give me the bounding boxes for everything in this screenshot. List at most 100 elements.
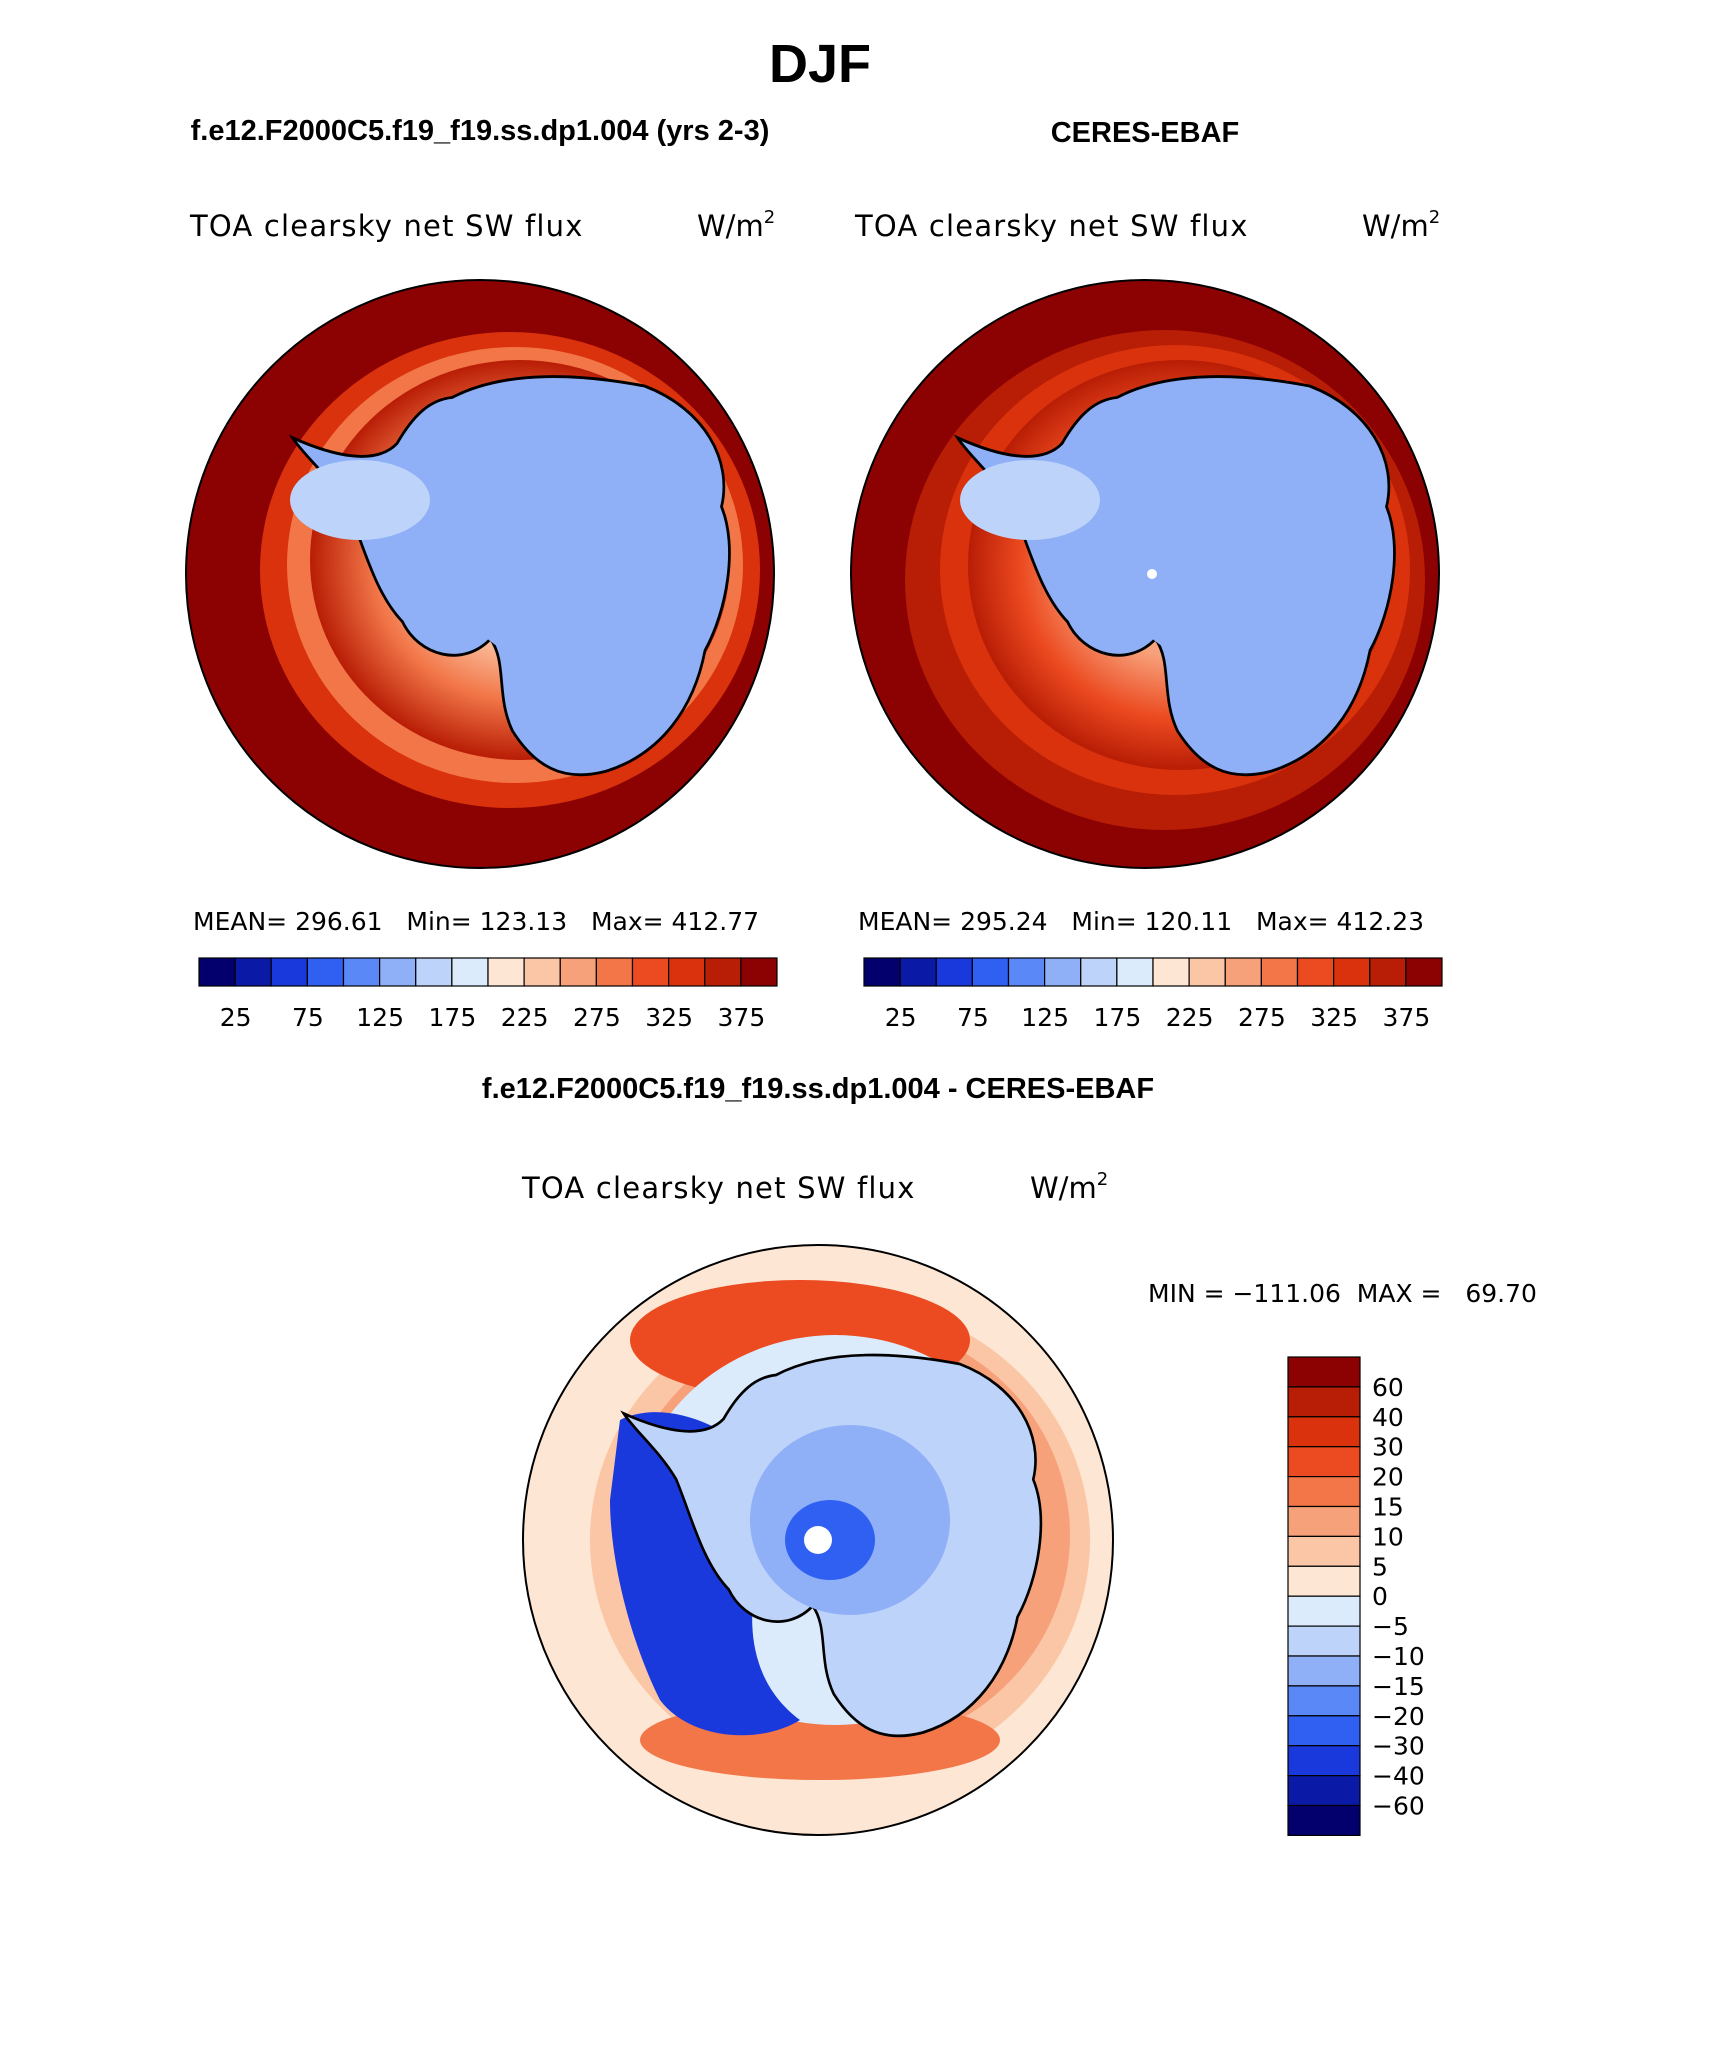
diff-polar-map [523,1245,1113,1835]
diff-colorbar-swatch [1287,1595,1361,1627]
diff-colorbar-label: −20 [1372,1702,1425,1731]
obs-polar-map [851,280,1439,868]
model-colorbar-label: 175 [429,1003,477,1032]
diff-variable-label: TOA clearsky net SW flux [521,1171,916,1205]
diff-colorbar-label: 30 [1372,1433,1404,1462]
model-colorbar-label: 375 [718,1003,766,1032]
model-colorbar-swatch [487,957,525,987]
diff-colorbar-swatch [1287,1475,1361,1508]
model-colorbar-label: 325 [645,1003,693,1032]
obs-peninsula-light [960,460,1100,540]
obs-heading: CERES-EBAF [1051,117,1240,149]
model-colorbar: 25 75 125 175 225 275 325 375 [198,957,778,1032]
obs-variable-label: TOA clearsky net SW flux [854,209,1249,243]
obs-pole-gap [1147,569,1157,579]
model-polar-map [186,280,774,868]
model-units-label: W/m2 [697,207,775,243]
obs-colorbar-swatch [1260,957,1299,987]
obs-colorbar-swatch [1369,957,1407,987]
diff-units-label: W/m2 [1030,1169,1108,1205]
model-units-exp: 2 [764,207,775,228]
diff-colorbar-swatch [1287,1685,1361,1717]
diff-colorbar-swatch [1287,1356,1361,1388]
diff-colorbar-swatch [1287,1655,1361,1687]
obs-units-base: W/m [1362,209,1429,243]
diff-colorbar-label: 10 [1372,1522,1404,1551]
diff-colorbar-label: 15 [1372,1493,1404,1522]
obs-colorbar-swatch [1152,957,1190,987]
diff-colorbar-swatch [1287,1416,1361,1448]
diff-colorbar-swatch [1287,1804,1361,1836]
diff-colorbar-label: −10 [1372,1642,1425,1671]
obs-colorbar-label: 75 [957,1003,989,1032]
diff-colorbar-swatch [1287,1625,1361,1657]
obs-colorbar-swatch [1044,957,1082,987]
obs-map-border [850,279,1440,869]
obs-colorbar-label: 325 [1310,1003,1358,1032]
diff-colorbar-swatch [1287,1745,1361,1777]
model-variable-label: TOA clearsky net SW flux [189,209,584,243]
model-antarctica-highland [450,455,670,665]
diff-colorbar-swatch [1287,1535,1361,1567]
model-colorbar-label: 125 [356,1003,404,1032]
obs-colorbar-label: 375 [1383,1003,1431,1032]
model-colorbar-swatch [234,957,272,987]
obs-colorbar-swatch [1333,957,1371,987]
diff-colorbar-swatch [1287,1505,1361,1537]
obs-colorbar-swatch [1224,957,1262,987]
model-colorbar-swatch [740,957,778,987]
model-panel: f.e12.F2000C5.f19_f19.ss.dp1.004 (yrs 2-… [185,115,778,1032]
model-colorbar-label: 225 [501,1003,549,1032]
diff-colorbar-swatch [1287,1446,1361,1478]
model-colorbar-label: 75 [292,1003,324,1032]
main-title: DJF [769,34,871,94]
diff-colorbar-label: −40 [1372,1762,1425,1791]
obs-colorbar-swatch [935,957,973,987]
diff-panel: f.e12.F2000C5.f19_f19.ss.dp1.004 - CERES… [482,1073,1537,1836]
obs-colorbar-label: 225 [1166,1003,1214,1032]
obs-colorbar-swatch [1080,957,1118,987]
obs-colorbar-swatch [1116,957,1154,987]
diff-colorbar-label: −30 [1372,1732,1425,1761]
model-colorbar-swatch [631,957,670,987]
model-peninsula-light [290,460,430,540]
obs-stats: MEAN= 295.24 Min= 120.11 Max= 412.23 [858,907,1424,936]
diff-colorbar-label: 60 [1372,1373,1404,1402]
obs-colorbar: 25 75 125 175 225 275 325 375 [863,957,1443,1032]
model-colorbar-swatch [306,957,345,987]
model-colorbar-label: 275 [573,1003,621,1032]
obs-colorbar-swatch [899,957,937,987]
diff-colorbar-swatch [1287,1774,1361,1807]
diff-colorbar-label: 0 [1372,1582,1388,1611]
obs-colorbar-label: 125 [1021,1003,1069,1032]
obs-colorbar-swatch [1405,957,1443,987]
diff-colorbar-label: 40 [1372,1403,1404,1432]
model-colorbar-label: 25 [220,1003,252,1032]
obs-units-exp: 2 [1429,207,1440,228]
diff-stats: MIN = −111.06 MAX = 69.70 [1148,1279,1537,1308]
obs-colorbar-label: 175 [1094,1003,1142,1032]
diff-units-base: W/m [1030,1171,1097,1205]
obs-colorbar-swatch [1007,957,1046,987]
diff-units-exp: 2 [1097,1169,1108,1190]
diff-colorbar-label: 20 [1372,1463,1404,1492]
obs-colorbar-swatch [1188,957,1226,987]
model-colorbar-swatch [379,957,417,987]
model-colorbar-swatch [415,957,453,987]
obs-panel: CERES-EBAF TOA clearsky net SW flux W/m2… [850,117,1443,1032]
model-colorbar-swatch [342,957,381,987]
model-map-border [185,279,775,869]
diff-pole-gap [804,1526,832,1554]
diff-colorbar-label: −15 [1372,1672,1425,1701]
model-stats: MEAN= 296.61 Min= 123.13 Max= 412.77 [193,907,759,936]
obs-antarctica-highland [1115,455,1335,665]
obs-colorbar-swatch [1296,957,1335,987]
diff-colorbar-label: 5 [1372,1552,1388,1581]
model-units-base: W/m [697,209,764,243]
obs-colorbar-swatch [971,957,1010,987]
obs-colorbar-label: 25 [885,1003,917,1032]
model-colorbar-swatch [559,957,597,987]
diff-colorbar-swatch [1287,1386,1361,1418]
obs-colorbar-label: 275 [1238,1003,1286,1032]
